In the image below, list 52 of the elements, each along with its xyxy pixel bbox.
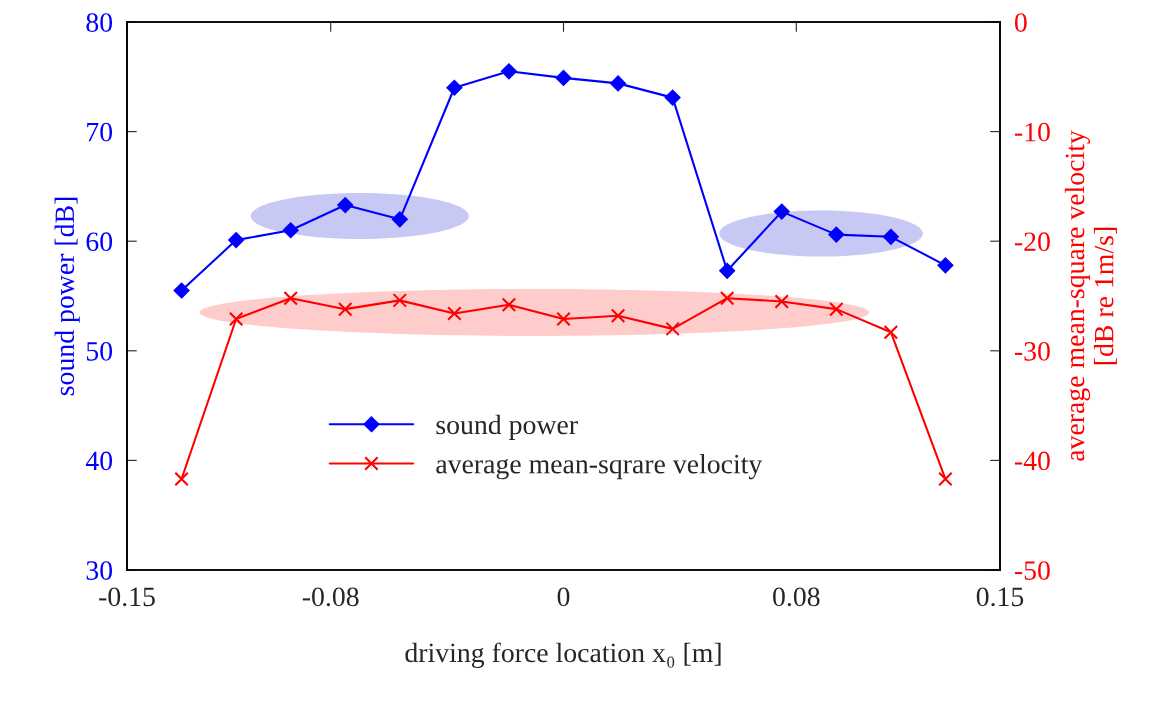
point xyxy=(337,197,354,213)
x-tick-label: -0.08 xyxy=(302,587,359,607)
point xyxy=(937,257,954,274)
point xyxy=(501,63,517,80)
point xyxy=(773,203,790,220)
y2-tick-label: 0 xyxy=(1014,13,1027,32)
point xyxy=(610,308,626,324)
y-tick-label: 50 xyxy=(86,341,113,361)
y-axis-title: sound power [dB] xyxy=(54,197,80,396)
point xyxy=(282,222,299,239)
point xyxy=(174,471,189,487)
point xyxy=(555,69,572,86)
point xyxy=(719,290,735,306)
y2-tick-label: -20 xyxy=(1014,232,1050,252)
point xyxy=(446,79,463,96)
x-tick-label: 0 xyxy=(557,587,570,607)
y-tick-label: 30 xyxy=(86,561,113,580)
point xyxy=(283,290,298,306)
y2-axis-title: average mean-square velocity [dB re 1m/s] xyxy=(1064,130,1117,461)
point xyxy=(882,228,899,245)
point xyxy=(829,301,844,317)
point xyxy=(391,211,408,228)
point xyxy=(719,262,736,279)
point xyxy=(664,89,681,106)
y2-tick-label: -30 xyxy=(1014,341,1050,361)
point xyxy=(883,324,899,340)
point xyxy=(665,321,680,337)
legend-label: sound power xyxy=(436,414,578,440)
point xyxy=(228,232,245,249)
y-tick-label: 40 xyxy=(85,451,113,471)
y2-tick-label: -10 xyxy=(1014,122,1050,142)
x-tick-label: -0.15 xyxy=(99,587,155,607)
point xyxy=(501,297,517,313)
y2-tick-label: -40 xyxy=(1014,451,1050,471)
point xyxy=(337,301,353,317)
point xyxy=(173,282,190,299)
point xyxy=(556,311,571,327)
x-tick-label: 0.08 xyxy=(773,587,820,607)
point xyxy=(828,226,845,243)
x-axis-title: driving force location x₀ [m] xyxy=(405,642,721,668)
point xyxy=(447,306,462,321)
point xyxy=(392,293,408,308)
point xyxy=(228,311,244,327)
point xyxy=(938,471,953,487)
y-tick-label: 80 xyxy=(86,13,113,32)
legend-label: average mean-sqrare velocity xyxy=(436,453,763,480)
x-tick-label: 0.15 xyxy=(976,587,1024,607)
y-tick-label: 60 xyxy=(86,232,113,252)
point xyxy=(610,75,626,92)
y-tick-label: 70 xyxy=(87,122,113,142)
point xyxy=(774,294,790,309)
y2-tick-label: -50 xyxy=(1014,561,1050,580)
